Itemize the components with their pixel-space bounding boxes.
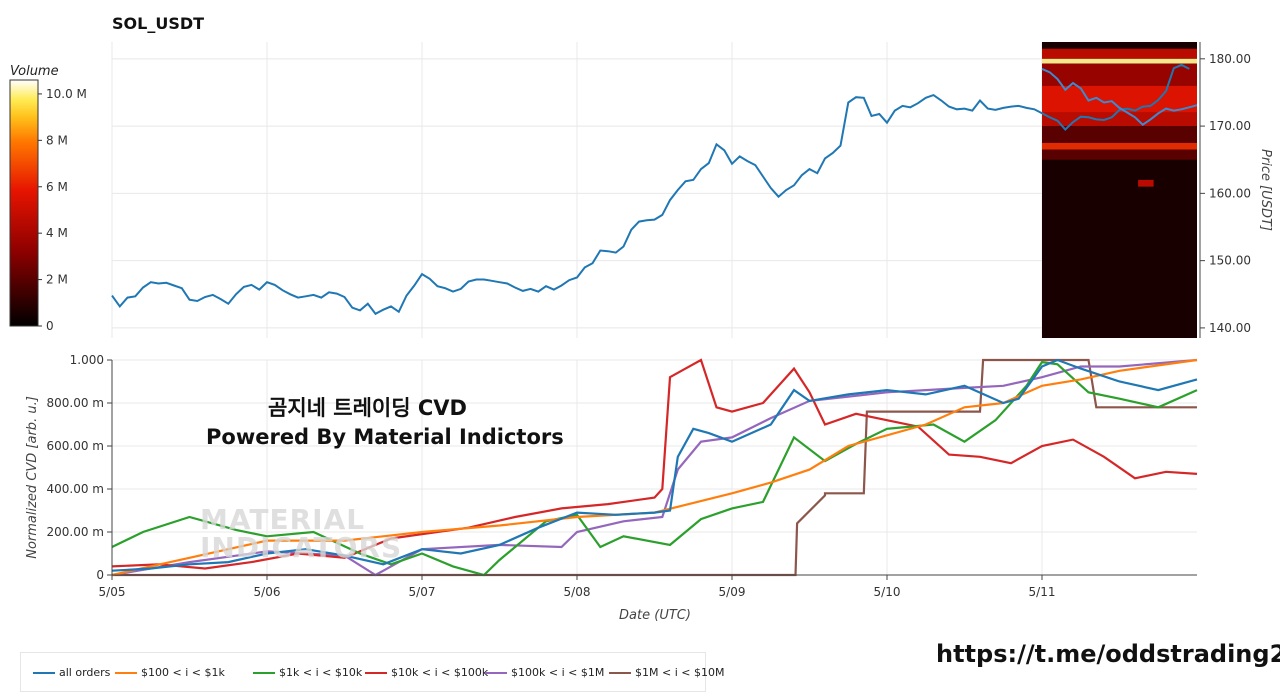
telegram-link[interactable]: https://t.me/oddstrading2 [936,640,1280,668]
legend-swatch [115,672,137,674]
colorbar-tick-label: 2 M [46,273,68,287]
heatmap-cell [1042,142,1197,150]
date-x-tick-label: 5/10 [874,585,901,599]
watermark-text-line2: INDICATORS [200,531,403,564]
price-y-tick-label: 140.00 [1209,321,1251,335]
heatmap-cell [1042,112,1197,127]
legend-item[interactable]: $100k < i < $1M [485,666,604,679]
date-x-tick-label: 5/05 [99,585,126,599]
cvd-series-line [111,358,1198,577]
cvd-series-line [111,358,1198,570]
price-y-tick-label: 180.00 [1209,52,1251,66]
legend-swatch [253,672,275,674]
watermark-text-line1: MATERIAL [200,503,366,536]
chart-title: SOL_USDT [112,14,205,33]
legend-swatch [485,672,507,674]
legend-swatch [33,672,55,674]
price-series-line [111,63,1190,316]
date-x-tick-label: 5/07 [409,585,436,599]
cvd-y-tick-label: 200.00 m [47,525,105,539]
overlay-title-korean: 곰지네 트레이딩 CVD [268,396,467,420]
legend-item[interactable]: all orders [33,666,110,679]
heatmap-cell [1042,126,1197,143]
overlay-subtitle: Powered By Material Indictors [206,425,564,449]
heatmap-cell [1138,179,1154,187]
legend-item[interactable]: $1k < i < $10k [253,666,362,679]
heatmap-cell [1042,58,1197,64]
colorbar-tick-label: 8 M [46,133,68,147]
heatmap-cell [1042,63,1197,86]
heatmap-cell [1042,149,1197,160]
cvd-y-tick-label: 400.00 m [47,482,105,496]
legend-item[interactable]: $10k < i < $100k [365,666,488,679]
legend-item[interactable]: $1M < i < $10M [609,666,724,679]
date-x-tick-label: 5/09 [719,585,746,599]
price-series-line [1041,67,1198,126]
legend-item[interactable]: $100 < i < $1k [115,666,225,679]
colorbar-scale [9,79,39,327]
legend-label: $1k < i < $10k [279,666,363,679]
legend-label: $1M < i < $10M [635,666,725,679]
watermark-logo: MATERIAL INDICATORS [200,506,402,562]
legend: all orders $100 < i < $1k $1k < i < $10k $1… [20,652,724,692]
cvd-series-line [111,360,1198,577]
colorbar-tick-label: 4 M [46,226,68,240]
legend-swatch [365,672,387,674]
cvd-y-tick-label: 800.00 m [47,396,105,410]
colorbar-tick-label: 6 M [46,180,68,194]
colorbar-title: Volume [10,64,59,79]
price-y-tick-label: 170.00 [1209,119,1251,133]
cvd-y-tick-label: 1.000 [70,353,104,367]
date-x-tick-label: 5/06 [254,585,281,599]
price-panel: 140.00 150.00 160.00 170.00 180.00 Price [USD… [111,42,1273,338]
heatmap-cell [1042,48,1197,59]
volume-colorbar: Volume 10.0 M 8 M 6 M 4 M 2 M 0 [9,64,87,333]
legend-label: $10k < i < $100k [391,666,489,679]
cvd-y-axis-label: Normalized CVD [arb. u.] [25,396,40,559]
colorbar-tick-label: 0 [46,319,54,333]
legend-label: $100 < i < $1k [141,666,225,679]
date-x-tick-label: 5/11 [1029,585,1056,599]
cvd-series-line [111,358,1198,572]
cvd-series-line [112,358,1197,577]
price-y-tick-label: 160.00 [1209,186,1251,200]
date-x-axis-label: Date (UTC) [619,608,691,623]
cvd-y-tick-label: 600.00 m [47,439,105,453]
volume-heatmap [1042,42,1197,338]
price-y-axis-label: Price [USDT] [1258,149,1273,231]
legend-label: $100k < i < $1M [511,666,605,679]
date-x-tick-label: 5/08 [564,585,591,599]
cvd-panel: 0 200.00 m 400.00 m 600.00 m 800.00 m 1.000 No… [25,353,1198,623]
cvd-y-tick-label: 0 [96,568,104,582]
price-y-tick-label: 150.00 [1209,254,1251,268]
colorbar-tick-label: 10.0 M [46,87,87,101]
legend-swatch [609,672,631,674]
legend-label: all orders [59,666,111,679]
